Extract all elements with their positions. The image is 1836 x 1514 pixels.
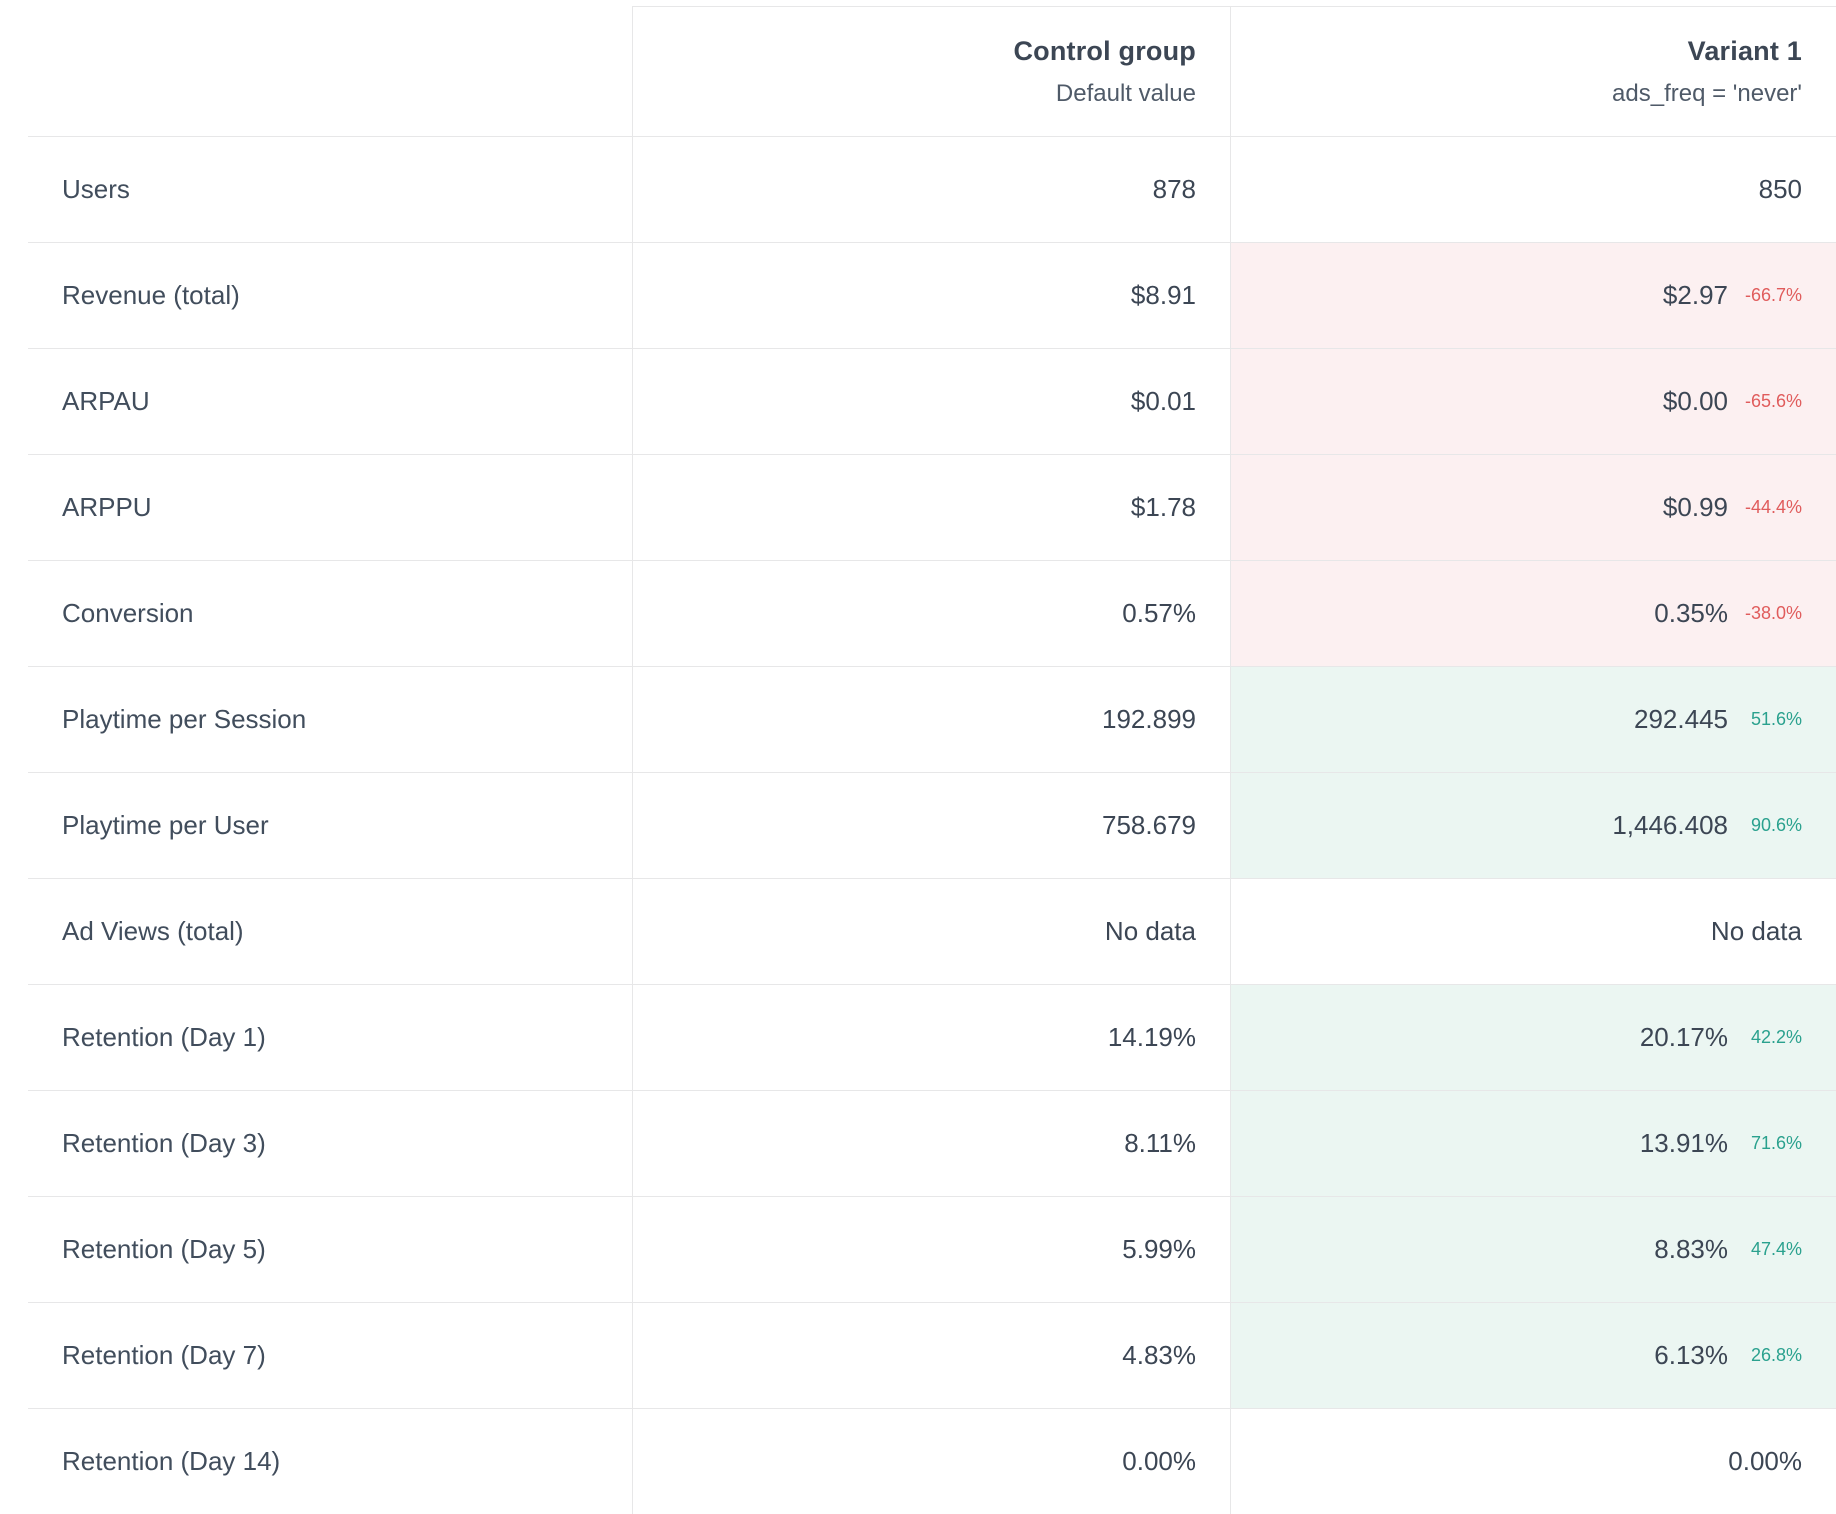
metric-label: Conversion: [62, 598, 194, 628]
control-value-cell: No data: [632, 878, 1230, 984]
variant-value: $2.97: [1662, 280, 1728, 310]
variant-value: 850: [1758, 174, 1802, 204]
control-value: 14.19%: [1107, 1022, 1196, 1052]
metric-label-cell: Playtime per User: [28, 772, 632, 878]
control-value-cell: 878: [632, 136, 1230, 242]
control-group-title: Control group: [1013, 35, 1196, 66]
variant-delta: 42.2%: [1750, 1027, 1802, 1047]
variant-subtitle: ads_freq = 'never': [1612, 79, 1802, 107]
variant-value-cell: $0.99 -44.4%: [1230, 454, 1836, 560]
variant-value-cell: $2.97 -66.7%: [1230, 242, 1836, 348]
control-value: 758.679: [1102, 810, 1196, 840]
variant-value: 8.83%: [1654, 1234, 1728, 1264]
control-value: 8.11%: [1124, 1128, 1196, 1158]
variant-value-cell: 6.13% 26.8%: [1230, 1302, 1836, 1408]
metric-label-cell: ARPAU: [28, 348, 632, 454]
metric-label-cell: Retention (Day 7): [28, 1302, 632, 1408]
control-value: $0.01: [1130, 386, 1196, 416]
metric-label-cell: Playtime per Session: [28, 666, 632, 772]
metric-label-cell: Retention (Day 1): [28, 984, 632, 1090]
variant-delta: -44.4%: [1744, 497, 1802, 517]
variant-value-cell: 0.00%: [1230, 1408, 1836, 1514]
control-value: 192.899: [1102, 704, 1196, 734]
control-value-cell: 4.83%: [632, 1302, 1230, 1408]
header-spacer-cell: [28, 6, 632, 136]
variant-value: 1,446.408: [1612, 810, 1728, 840]
variant-value: No data: [1710, 916, 1802, 946]
variant-delta: -66.7%: [1744, 285, 1802, 305]
variant-delta: -65.6%: [1744, 391, 1802, 411]
control-value: No data: [1104, 916, 1196, 946]
metric-label-cell: Users: [28, 136, 632, 242]
control-value-cell: 8.11%: [632, 1090, 1230, 1196]
control-value: $8.91: [1130, 280, 1196, 310]
variant-value-cell: $0.00 -65.6%: [1230, 348, 1836, 454]
metric-label: Playtime per User: [62, 810, 269, 840]
variant-title: Variant 1: [1687, 35, 1802, 66]
metric-label: Retention (Day 14): [62, 1446, 281, 1476]
ab-test-results-table: Control group Default value Variant 1 ad…: [28, 6, 1836, 1514]
control-value: 5.99%: [1122, 1234, 1196, 1264]
control-value: 878: [1152, 174, 1196, 204]
metric-label: Ad Views (total): [62, 916, 244, 946]
control-value-cell: $1.78: [632, 454, 1230, 560]
variant-value-cell: 8.83% 47.4%: [1230, 1196, 1836, 1302]
variant-value: $0.00: [1662, 386, 1728, 416]
metric-label: ARPPU: [62, 492, 152, 522]
variant-delta: 51.6%: [1750, 709, 1802, 729]
variant-value: $0.99: [1662, 492, 1728, 522]
metric-label-cell: Retention (Day 3): [28, 1090, 632, 1196]
metric-label-cell: Ad Views (total): [28, 878, 632, 984]
metric-label: Retention (Day 7): [62, 1340, 266, 1370]
variant-value: 20.17%: [1639, 1022, 1728, 1052]
control-value-cell: 192.899: [632, 666, 1230, 772]
variant-value-cell: 850: [1230, 136, 1836, 242]
variant-delta: 26.8%: [1750, 1345, 1802, 1365]
metric-label: Retention (Day 3): [62, 1128, 266, 1158]
variant-value: 13.91%: [1639, 1128, 1728, 1158]
metric-label-cell: Retention (Day 14): [28, 1408, 632, 1514]
variant-value: 6.13%: [1654, 1340, 1728, 1370]
variant-delta: 47.4%: [1750, 1239, 1802, 1259]
variant-value-cell: 292.445 51.6%: [1230, 666, 1836, 772]
metric-label: Users: [62, 174, 130, 204]
control-group-header: Control group Default value: [632, 6, 1230, 136]
variant-value-cell: 1,446.408 90.6%: [1230, 772, 1836, 878]
control-value: 0.57%: [1122, 598, 1196, 628]
control-value-cell: 758.679: [632, 772, 1230, 878]
metric-label-cell: Revenue (total): [28, 242, 632, 348]
control-value: 0.00%: [1122, 1446, 1196, 1476]
variant-value-cell: 13.91% 71.6%: [1230, 1090, 1836, 1196]
metric-label: ARPAU: [62, 386, 150, 416]
control-value-cell: $8.91: [632, 242, 1230, 348]
control-value: $1.78: [1130, 492, 1196, 522]
variant-value-cell: 0.35% -38.0%: [1230, 560, 1836, 666]
metric-label: Playtime per Session: [62, 704, 307, 734]
variant-delta: -38.0%: [1744, 603, 1802, 623]
variant-delta: 71.6%: [1750, 1133, 1802, 1153]
control-group-subtitle: Default value: [1055, 79, 1196, 107]
metric-label-cell: Conversion: [28, 560, 632, 666]
variant-value-cell: 20.17% 42.2%: [1230, 984, 1836, 1090]
control-value-cell: 14.19%: [632, 984, 1230, 1090]
variant-value-cell: No data: [1230, 878, 1836, 984]
variant-value: 0.00%: [1728, 1446, 1802, 1476]
control-value-cell: 5.99%: [632, 1196, 1230, 1302]
metric-label-cell: ARPPU: [28, 454, 632, 560]
control-value: 4.83%: [1122, 1340, 1196, 1370]
metric-label: Retention (Day 5): [62, 1234, 266, 1264]
metric-label: Retention (Day 1): [62, 1022, 266, 1052]
control-value-cell: 0.00%: [632, 1408, 1230, 1514]
control-value-cell: $0.01: [632, 348, 1230, 454]
variant-value: 0.35%: [1654, 598, 1728, 628]
control-value-cell: 0.57%: [632, 560, 1230, 666]
metric-label: Revenue (total): [62, 280, 240, 310]
variant-value: 292.445: [1634, 704, 1728, 734]
variant-delta: 90.6%: [1750, 815, 1802, 835]
metric-label-cell: Retention (Day 5): [28, 1196, 632, 1302]
variant-header: Variant 1 ads_freq = 'never': [1230, 6, 1836, 136]
